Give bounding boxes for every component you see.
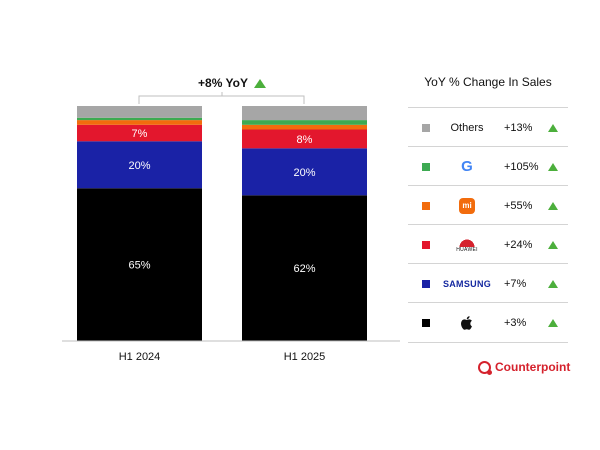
google-icon: G <box>461 158 473 175</box>
legend-swatch-google <box>422 162 430 171</box>
legend-label-samsung: SAMSUNG <box>430 279 504 289</box>
bar-segment-huawei-2 <box>242 129 367 149</box>
bars-layer: 65% 20% 7% H1 2024 62% 20% 8% H1 2025 <box>77 106 367 363</box>
legend-swatch-samsung <box>422 279 430 288</box>
legend-label-others: Others <box>450 121 484 134</box>
legend-row-xiaomi: mi +55% <box>408 185 568 225</box>
legend-swatch-others <box>422 123 430 132</box>
legend-change-huawei: +24% <box>504 238 533 251</box>
up-triangle-icon <box>548 279 558 288</box>
legend-change-google: +105% <box>504 160 539 173</box>
legend-change-apple: +3% <box>504 316 527 329</box>
apple-icon <box>461 315 472 330</box>
legend-row-google: G +105% <box>408 146 568 186</box>
bar-segment-others-1 <box>77 106 202 118</box>
data-label-huawei-1: 7% <box>132 128 148 140</box>
counterpoint-logo: Counterpoint <box>478 360 571 375</box>
bar-segment-xiaomi-2 <box>242 124 367 130</box>
data-label-samsung-1: 20% <box>128 160 150 172</box>
bar-segment-samsung-2 <box>242 148 367 196</box>
up-triangle-icon <box>548 162 558 171</box>
yoy-annotation: +8% YoY <box>172 74 292 92</box>
legend-title: YoY % Change In Sales <box>424 75 552 89</box>
bar-segment-google-2 <box>242 120 367 125</box>
bar-segment-apple-1 <box>77 188 202 341</box>
bar-segment-huawei-1 <box>77 124 202 142</box>
yoy-bracket <box>138 92 305 104</box>
legend-change-samsung: +7% <box>504 277 527 290</box>
legend-label-apple <box>430 315 504 331</box>
yoy-bracket-line <box>138 92 305 104</box>
yoy-annotation-text: +8% YoY <box>198 76 248 90</box>
legend-row-samsung: SAMSUNG +7% <box>408 263 568 303</box>
legend-swatch-huawei <box>422 240 430 249</box>
bar-segment-samsung-1 <box>77 141 202 189</box>
legend-swatch-xiaomi <box>422 201 430 210</box>
up-triangle-icon <box>548 318 558 327</box>
counterpoint-mark-icon <box>478 360 492 375</box>
counterpoint-name: Counterpoint <box>495 360 571 374</box>
bar-segment-xiaomi-1 <box>77 120 202 125</box>
xiaomi-icon: mi <box>459 197 475 214</box>
data-label-huawei-2: 8% <box>297 134 313 146</box>
x-tick-label-1: H1 2024 <box>119 351 161 363</box>
bar-segment-google-1 <box>77 117 202 121</box>
bar-segment-apple-2 <box>242 195 367 341</box>
legend-change-others: +13% <box>504 121 533 134</box>
up-triangle-icon <box>548 123 558 132</box>
legend-swatch-apple <box>422 318 430 327</box>
legend-label-google: G <box>430 158 504 175</box>
data-label-samsung-2: 20% <box>293 167 315 179</box>
legend-row-huawei: HUAWEI +24% <box>408 224 568 264</box>
legend-change-xiaomi: +55% <box>504 199 533 212</box>
huawei-icon: HUAWEI <box>456 236 478 253</box>
up-triangle-icon <box>548 201 558 210</box>
up-triangle-icon <box>548 240 558 249</box>
legend-row-others: Others +13% <box>408 107 568 147</box>
legend-label-xiaomi: mi <box>430 197 504 214</box>
samsung-icon: SAMSUNG <box>442 278 492 289</box>
legend-row-apple: +3% <box>408 302 568 343</box>
legend-label-huawei: HUAWEI <box>430 236 504 253</box>
up-triangle-icon <box>253 78 266 88</box>
x-tick-label-2: H1 2025 <box>284 351 326 363</box>
data-label-apple-1: 65% <box>128 260 150 272</box>
data-label-apple-2: 62% <box>293 263 315 275</box>
bar-segment-others-2 <box>242 106 367 121</box>
